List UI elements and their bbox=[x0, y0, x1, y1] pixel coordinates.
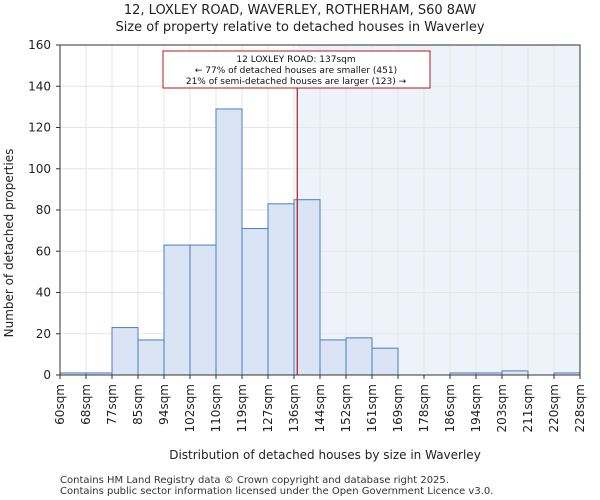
bar-144sqm bbox=[319, 339, 347, 376]
x-tick-label: 127sqm bbox=[261, 384, 275, 432]
bar-203sqm bbox=[501, 370, 529, 376]
y-tick-label: 60 bbox=[36, 244, 51, 258]
annotation-smaller: ← 77% of detached houses are smaller (45… bbox=[195, 66, 397, 76]
chart-subtitle: Size of property relative to detached ho… bbox=[115, 20, 484, 35]
bar-110sqm bbox=[215, 108, 243, 376]
x-tick-label: 85sqm bbox=[131, 384, 145, 425]
x-tick-label: 211sqm bbox=[521, 384, 535, 432]
x-tick-label: 220sqm bbox=[547, 384, 561, 432]
x-tick-label: 169sqm bbox=[391, 384, 405, 432]
x-tick-label: 77sqm bbox=[105, 384, 119, 425]
annotation-border bbox=[162, 50, 431, 89]
x-tick-label: 178sqm bbox=[417, 384, 431, 432]
bar-127sqm bbox=[267, 203, 295, 376]
bar-102sqm bbox=[189, 244, 217, 376]
y-tick-label: 40 bbox=[36, 286, 51, 300]
x-tick-label: 102sqm bbox=[183, 384, 197, 432]
y-tick-label: 120 bbox=[28, 121, 51, 135]
annotation-title: 12 LOXLEY ROAD: 137sqm bbox=[236, 55, 355, 65]
footer-line-2: Contains public sector information licen… bbox=[60, 486, 493, 497]
bar-119sqm bbox=[241, 228, 269, 376]
bar-161sqm bbox=[371, 347, 399, 376]
annotation-box: 12 LOXLEY ROAD: 137sqm ← 77% of detached… bbox=[162, 50, 431, 89]
footer-line-1: Contains HM Land Registry data © Crown c… bbox=[60, 475, 449, 486]
x-tick-label: 119sqm bbox=[235, 384, 249, 432]
y-axis-label: Number of detached properties bbox=[2, 149, 16, 338]
chart-title: 12, LOXLEY ROAD, WAVERLEY, ROTHERHAM, S6… bbox=[124, 3, 476, 18]
y-tick-label: 0 bbox=[43, 368, 51, 382]
bar-136sqm bbox=[293, 199, 321, 376]
annotation-larger: 21% of semi-detached houses are larger (… bbox=[186, 77, 407, 87]
x-tick-label: 152sqm bbox=[339, 384, 353, 432]
x-tick-label: 186sqm bbox=[443, 384, 457, 432]
x-tick-label: 68sqm bbox=[79, 384, 93, 425]
x-tick-label: 144sqm bbox=[313, 384, 327, 432]
bar-152sqm bbox=[345, 337, 373, 376]
bar-94sqm bbox=[163, 244, 191, 376]
y-tick-label: 160 bbox=[28, 38, 51, 52]
y-tick-label: 100 bbox=[28, 162, 51, 176]
x-tick-label: 94sqm bbox=[157, 384, 171, 425]
bar-85sqm bbox=[137, 339, 165, 376]
y-tick-label: 80 bbox=[36, 203, 51, 217]
x-tick-label: 60sqm bbox=[53, 384, 67, 425]
x-tick-label: 110sqm bbox=[209, 384, 223, 432]
x-tick-label: 194sqm bbox=[469, 384, 483, 432]
x-axis-label: Distribution of detached houses by size … bbox=[169, 448, 481, 462]
x-tick-label: 228sqm bbox=[573, 384, 587, 432]
y-tick-label: 20 bbox=[36, 327, 51, 341]
x-tick-label: 161sqm bbox=[365, 384, 379, 432]
bar-77sqm bbox=[111, 327, 139, 376]
y-tick-label: 140 bbox=[28, 79, 51, 93]
x-tick-label: 203sqm bbox=[495, 384, 509, 432]
x-tick-label: 136sqm bbox=[287, 384, 301, 432]
